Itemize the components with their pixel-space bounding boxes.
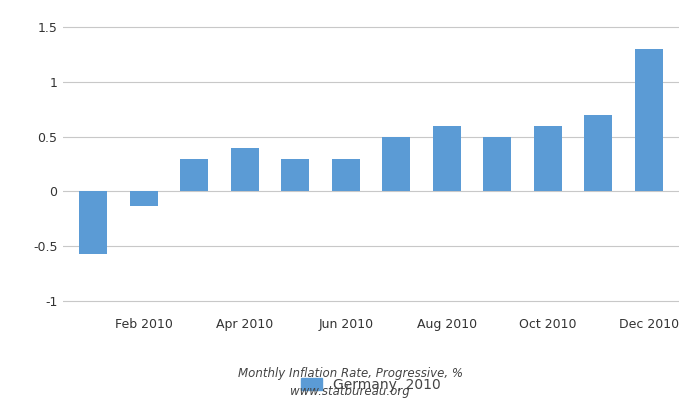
Bar <box>534 126 561 192</box>
Bar <box>635 49 663 192</box>
Bar <box>483 136 511 192</box>
Text: Monthly Inflation Rate, Progressive, %: Monthly Inflation Rate, Progressive, % <box>237 368 463 380</box>
Bar <box>332 158 360 192</box>
Bar <box>130 192 158 206</box>
Bar <box>231 148 259 192</box>
Bar <box>181 158 208 192</box>
Bar <box>584 115 612 192</box>
Bar <box>281 158 309 192</box>
Bar <box>79 192 107 254</box>
Legend: Germany, 2010: Germany, 2010 <box>295 372 447 397</box>
Bar <box>382 136 410 192</box>
Text: www.statbureau.org: www.statbureau.org <box>290 385 410 398</box>
Bar <box>433 126 461 192</box>
